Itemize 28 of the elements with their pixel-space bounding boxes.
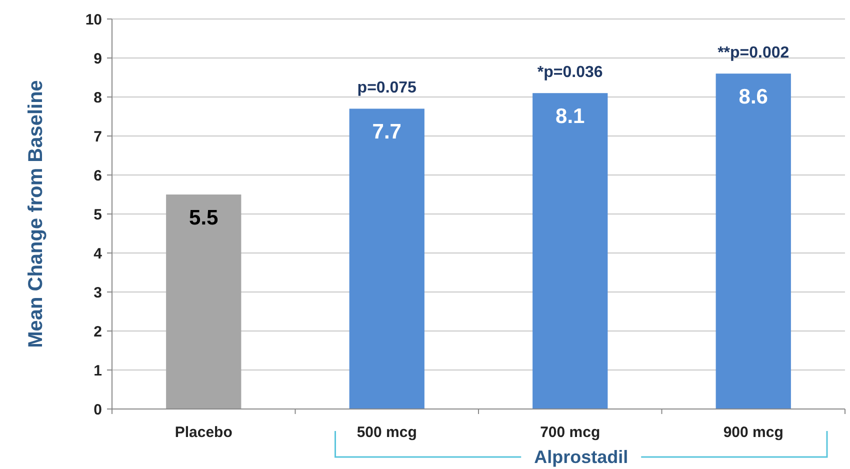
y-tick-label: 8 <box>94 89 102 106</box>
y-tick-label: 5 <box>94 206 102 224</box>
bar <box>716 74 791 409</box>
y-tick-label: 0 <box>94 401 102 418</box>
bar <box>166 194 242 409</box>
annotation: p=0.075 <box>357 80 417 97</box>
x-tick-label: 700 mcg <box>540 424 600 441</box>
y-tick-label: 3 <box>94 284 102 302</box>
y-tick-label: 10 <box>85 11 102 28</box>
annotation: **p=0.002 <box>718 44 790 62</box>
y-tick-label: 6 <box>94 167 102 184</box>
x-tick-label: Placebo <box>174 424 232 441</box>
data-label: 7.7 <box>372 120 402 144</box>
x-tick-label: 900 mcg <box>723 424 784 441</box>
y-tick-label: 1 <box>94 362 102 380</box>
bar <box>532 93 608 409</box>
y-tick-label: 2 <box>94 323 102 340</box>
data-label: 8.6 <box>738 86 768 109</box>
text: Alprostadil <box>534 447 628 467</box>
y-tick-label: 9 <box>94 50 102 68</box>
data-label: 8.1 <box>556 105 586 128</box>
y-tick-label: 7 <box>94 128 102 146</box>
y-axis-title: Mean Change from Baseline <box>25 80 47 348</box>
y-tick-label: 4 <box>94 245 103 262</box>
data-label: 5.5 <box>189 206 219 230</box>
annotation: *p=0.036 <box>537 64 603 82</box>
x-tick-label: 500 mcg <box>356 424 417 441</box>
bar <box>349 108 424 409</box>
